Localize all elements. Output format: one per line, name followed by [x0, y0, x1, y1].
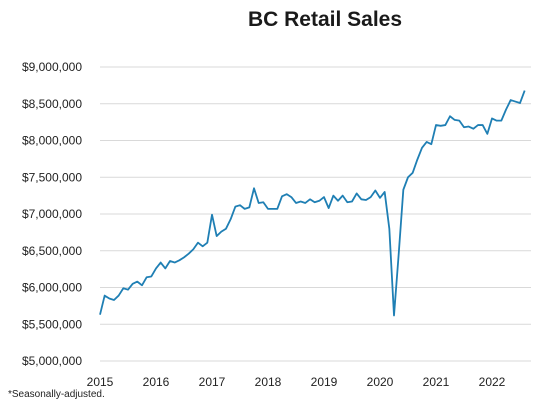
y-tick-label: $7,000,000 — [22, 207, 82, 221]
y-tick-label: $5,000,000 — [22, 354, 82, 368]
y-tick-label: $8,500,000 — [22, 97, 82, 111]
series-line — [99, 90, 526, 317]
x-tick-label: 2017 — [199, 375, 226, 389]
x-tick-label: 2018 — [255, 375, 282, 389]
y-tick-label: $8,000,000 — [22, 134, 82, 148]
x-tick-label: 2020 — [367, 375, 394, 389]
x-tick-label: 2019 — [311, 375, 338, 389]
y-tick-label: $7,500,000 — [22, 170, 82, 184]
x-tick-label: 2015 — [87, 375, 114, 389]
y-tick-label: $6,500,000 — [22, 244, 82, 258]
y-tick-label: $6,000,000 — [22, 281, 82, 295]
chart-title: BC Retail Sales — [247, 8, 403, 31]
gridlines — [100, 66, 531, 362]
x-tick-label: 2022 — [479, 375, 506, 389]
x-tick-label: 2016 — [143, 375, 170, 389]
footnote: *Seasonally-adjusted. — [8, 389, 105, 400]
y-tick-label: $9,000,000 — [22, 60, 82, 74]
y-tick-label: $5,500,000 — [22, 317, 82, 331]
y-axis-ticks: $5,000,000 $5,500,000 $6,000,000 $6,500,000… — [22, 60, 82, 368]
x-axis-ticks: 2015 2016 2017 2018 2019 2020 2021 2022 — [87, 375, 506, 389]
x-tick-label: 2021 — [423, 375, 450, 389]
